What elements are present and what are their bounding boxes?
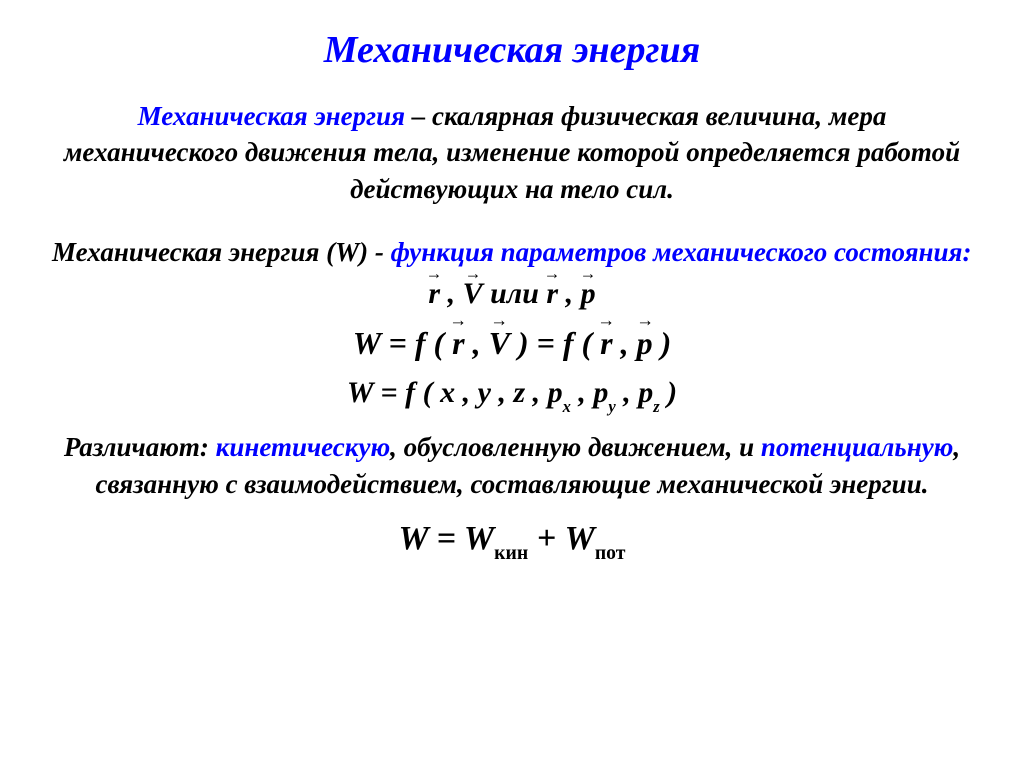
d-t2: , обусловленную движением, и bbox=[390, 432, 761, 462]
f1-cm2: , bbox=[613, 325, 637, 361]
term: Механическая энергия bbox=[138, 101, 405, 131]
f2-cm3: , bbox=[525, 376, 548, 409]
f2-eq: = bbox=[373, 376, 405, 409]
f2-y: y bbox=[478, 376, 491, 409]
f2-sz: z bbox=[653, 397, 659, 416]
state-function-line: Механическая энергия (W) - функция парам… bbox=[52, 231, 972, 315]
f2-cm1: , bbox=[455, 376, 478, 409]
comma: , bbox=[448, 277, 456, 310]
f1-cp2: ) bbox=[653, 325, 672, 361]
f2-z: z bbox=[513, 376, 525, 409]
definition-paragraph: Механическая энергия – скалярная физичес… bbox=[52, 98, 972, 207]
vec-p: p bbox=[581, 273, 596, 315]
f1-op1: ( bbox=[426, 325, 453, 361]
f1-r1: r bbox=[452, 321, 464, 366]
comma2: , bbox=[566, 277, 581, 310]
f2-sx: x bbox=[563, 397, 571, 416]
f2-pz: p bbox=[638, 376, 653, 409]
sf-black: Механическая энергия (W) - bbox=[52, 237, 391, 267]
f1-f1: f bbox=[415, 325, 426, 361]
f2-cm2: , bbox=[491, 376, 514, 409]
distinguish-paragraph: Различают: кинетическую, обусловленную д… bbox=[62, 429, 962, 502]
d-pot: потенциальную bbox=[761, 432, 954, 462]
ff-W1: W bbox=[464, 520, 494, 557]
f1-W: W bbox=[353, 325, 381, 361]
f2-cm4: , bbox=[571, 376, 594, 409]
vec-r: r bbox=[428, 273, 440, 315]
f1-cm1: , bbox=[465, 325, 489, 361]
f2-x: x bbox=[440, 376, 455, 409]
ff-W2: W bbox=[565, 520, 595, 557]
f1-cp1: ) bbox=[510, 325, 529, 361]
f2-W: W bbox=[347, 376, 373, 409]
f2-py: p bbox=[593, 376, 608, 409]
ff-W: W bbox=[399, 520, 429, 557]
f2-op: ( bbox=[415, 376, 440, 409]
slide-title: Механическая энергия bbox=[40, 28, 984, 72]
f1-r2: r bbox=[600, 321, 612, 366]
ff-s2: пот bbox=[595, 542, 626, 564]
formula-w-f-xyzp: W = f ( x , y , z , px , py , pz ) bbox=[40, 372, 984, 415]
f1-op2: ( bbox=[574, 325, 601, 361]
ff-s1: кин bbox=[494, 542, 528, 564]
vec-r2: r bbox=[546, 273, 558, 315]
f2-sy: y bbox=[608, 397, 615, 416]
f1-eq: = bbox=[381, 325, 415, 361]
f2-cp: ) bbox=[660, 376, 678, 409]
f1-V: V bbox=[489, 321, 510, 366]
d-kin: кинетическую bbox=[216, 432, 391, 462]
or-text: или bbox=[490, 277, 546, 310]
f1-eq2: = bbox=[529, 325, 563, 361]
ff-plus: + bbox=[528, 520, 564, 557]
slide: Механическая энергия Механическая энерги… bbox=[0, 0, 1024, 768]
formula-w-f-rv-rp: W = f ( r , V ) = f ( r , p ) bbox=[40, 321, 984, 366]
f1-p: p bbox=[637, 321, 653, 366]
f2-f: f bbox=[405, 376, 415, 409]
dash: – bbox=[405, 101, 432, 131]
f2-px: p bbox=[548, 376, 563, 409]
ff-eq: = bbox=[428, 520, 464, 557]
f1-f2: f bbox=[563, 325, 574, 361]
f2-cm5: , bbox=[616, 376, 639, 409]
d-t1: Различают: bbox=[64, 432, 216, 462]
formula-w-sum: W = Wкин + Wпот bbox=[40, 520, 984, 563]
